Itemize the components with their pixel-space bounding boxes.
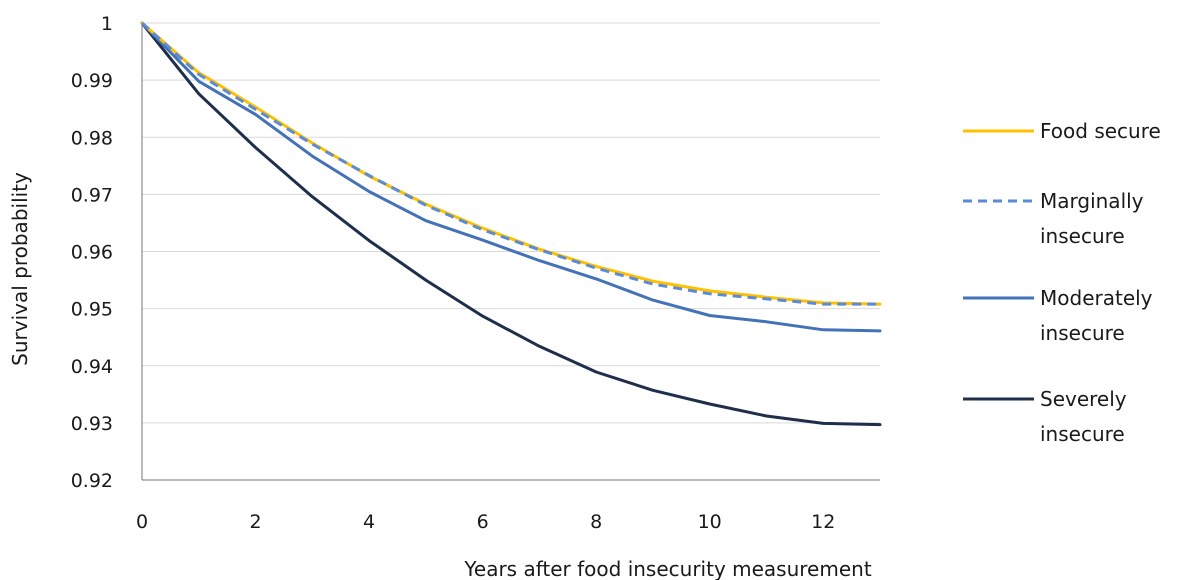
y-tick-label: 0.99 xyxy=(71,70,113,92)
y-tick-label: 0.97 xyxy=(71,184,113,206)
legend-label: insecure xyxy=(1040,422,1125,446)
legend-label: Marginally xyxy=(1040,189,1144,213)
y-tick-label: 0.96 xyxy=(71,242,113,264)
x-tick-label: 8 xyxy=(590,511,602,533)
x-tick-label: 4 xyxy=(363,511,375,533)
legend-item: Food secure xyxy=(963,119,1161,143)
y-tick-label: 1 xyxy=(101,13,113,35)
y-tick-label: 0.94 xyxy=(71,356,113,378)
legend: Food secure Marginally insecure Moderately i… xyxy=(963,119,1161,446)
series-line-marginally-insecure xyxy=(140,21,880,306)
series-line-severely-insecure xyxy=(140,21,882,427)
y-axis-title: Survival probability xyxy=(8,172,32,366)
y-tick-label: 0.95 xyxy=(71,299,113,321)
series-layer xyxy=(140,21,882,427)
grid-layer xyxy=(142,22,880,424)
legend-label: insecure xyxy=(1040,224,1125,248)
x-tick-label: 12 xyxy=(811,511,835,533)
legend-label: Food secure xyxy=(1040,119,1161,143)
y-tick-label: 0.92 xyxy=(71,470,113,492)
series-line-food-secure xyxy=(140,21,882,306)
legend-item: Marginally insecure xyxy=(963,189,1144,248)
legend-label: insecure xyxy=(1040,321,1125,345)
y-tick-label: 0.98 xyxy=(71,127,113,149)
x-tick-label: 6 xyxy=(477,511,489,533)
series-line-moderately-insecure xyxy=(140,21,882,333)
legend-item: Severely insecure xyxy=(963,387,1127,446)
x-tick-label: 0 xyxy=(136,511,148,533)
y-tick-label: 0.93 xyxy=(71,413,113,435)
x-tick-label: 2 xyxy=(249,511,261,533)
legend-label: Severely xyxy=(1040,387,1127,411)
legend-item: Moderately insecure xyxy=(963,286,1153,345)
x-axis-title: Years after food insecurity measurement xyxy=(463,557,871,580)
legend-label: Moderately xyxy=(1040,286,1153,310)
x-tick-label: 10 xyxy=(698,511,722,533)
